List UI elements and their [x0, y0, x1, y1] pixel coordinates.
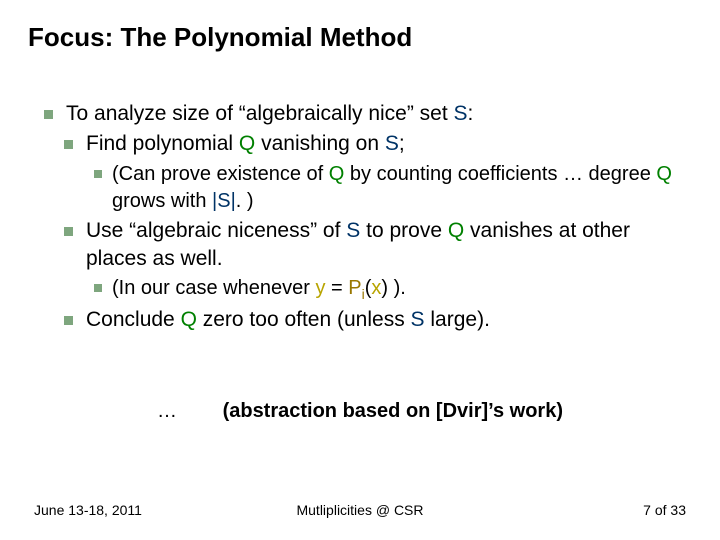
text: Find polynomial	[86, 132, 239, 155]
text: (Can prove existence of	[112, 163, 329, 185]
bullet-level2: Use “algebraic niceness” of S to prove Q…	[64, 217, 692, 274]
text: to prove	[360, 219, 448, 242]
var-Q: Q	[656, 163, 672, 185]
bullet-icon	[64, 227, 73, 236]
text: ) ).	[381, 277, 405, 299]
var-S: S	[454, 102, 468, 125]
ellipsis: …	[157, 400, 177, 422]
footer-center: Mutliplicities @ CSR	[0, 502, 720, 518]
bullet-icon	[64, 316, 73, 325]
var-Q: Q	[448, 219, 464, 242]
slide-body: To analyze size of “algebraically nice” …	[44, 100, 692, 337]
bullet-level2: Conclude Q zero too often (unless S larg…	[64, 306, 692, 334]
text: To analyze size of “algebraically nice” …	[66, 102, 454, 125]
bullet-icon	[94, 170, 102, 178]
var-Q: Q	[181, 308, 197, 331]
var-P: P	[348, 277, 361, 299]
text: zero too often (unless	[197, 308, 411, 331]
abstraction-line: … (abstraction based on [Dvir]’s work)	[0, 400, 720, 423]
text: (In our case whenever	[112, 277, 315, 299]
slide-title: Focus: The Polynomial Method	[28, 22, 412, 53]
bullet-level1: To analyze size of “algebraically nice” …	[44, 100, 692, 128]
bullet-icon	[94, 284, 102, 292]
text: vanishing on	[255, 132, 385, 155]
bullet-level2: Find polynomial Q vanishing on S;	[64, 130, 692, 158]
var-S: S	[411, 308, 425, 331]
text: :	[468, 102, 474, 125]
text: Conclude	[86, 308, 181, 331]
bullet-icon	[64, 140, 73, 149]
text: =	[325, 277, 348, 299]
bullet-icon	[44, 110, 53, 119]
text: large).	[425, 308, 490, 331]
var-x: x	[371, 277, 381, 299]
var-Q: Q	[239, 132, 255, 155]
abstraction-text: (abstraction based on [Dvir]’s work)	[223, 400, 563, 422]
text: ;	[399, 132, 405, 155]
text: by counting coefficients … degree	[344, 163, 656, 185]
text: Use “algebraic niceness” of	[86, 219, 346, 242]
var-Sabs: |S|	[212, 190, 236, 212]
var-Q: Q	[329, 163, 345, 185]
var-y: y	[315, 277, 325, 299]
var-S: S	[385, 132, 399, 155]
bullet-level3: (Can prove existence of Q by counting co…	[94, 161, 692, 215]
text: . )	[236, 190, 254, 212]
slide: Focus: The Polynomial Method To analyze …	[0, 0, 720, 540]
var-S: S	[346, 219, 360, 242]
text: grows with	[112, 190, 212, 212]
footer-page: 7 of 33	[643, 502, 686, 518]
bullet-level3: (In our case whenever y = Pi(x) ).	[94, 275, 692, 304]
